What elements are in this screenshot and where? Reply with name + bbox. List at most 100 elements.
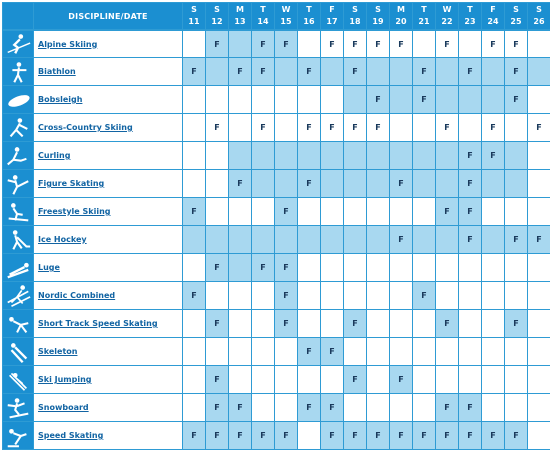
discipline-link[interactable]: Bobsleigh: [38, 95, 83, 104]
day-cell: [298, 86, 321, 114]
day-cell: [459, 310, 482, 338]
day-cell: [206, 282, 229, 310]
day-cell: [206, 338, 229, 366]
day-cell: [298, 198, 321, 226]
discipline-link[interactable]: Curling: [38, 151, 71, 160]
weekday-label: F: [329, 5, 335, 14]
final-marker: F: [183, 58, 206, 86]
final-marker: F: [275, 198, 298, 226]
day-cell: [183, 338, 206, 366]
day-cell: [528, 170, 550, 198]
date-label: 15: [280, 17, 292, 26]
day-cell: [482, 58, 505, 86]
day-cell: [367, 394, 390, 422]
final-marker: F: [229, 58, 252, 86]
day-cell: [482, 170, 505, 198]
discipline-link[interactable]: Skeleton: [38, 347, 78, 356]
date-label: 14: [257, 17, 269, 26]
day-cell: [252, 394, 275, 422]
curling-icon: [2, 142, 34, 170]
discipline-link[interactable]: Short Track Speed Skating: [38, 319, 158, 328]
day-cell: [321, 142, 344, 170]
discipline-name-cell: Snowboard: [34, 394, 183, 422]
date-label: 22: [441, 17, 453, 26]
final-marker: F: [321, 114, 344, 142]
final-marker: F: [505, 422, 528, 450]
weekday-label: F: [490, 5, 496, 14]
day-cell: [229, 366, 252, 394]
day-cell: [413, 170, 436, 198]
olympic-schedule-table: DISCIPLINE/DATE S 11 S 12 M 13 T 14 W 15 T 16 F 17 S 18…: [2, 2, 550, 450]
day-cell: [436, 282, 459, 310]
day-cell: [344, 226, 367, 254]
schedule-header-row: DISCIPLINE/DATE S 11 S 12 M 13 T 14 W 15 T 16 F 17 S 18…: [2, 2, 550, 30]
final-marker: F: [344, 366, 367, 394]
day-cell: [482, 86, 505, 114]
day-cell: [459, 254, 482, 282]
day-cell: [229, 226, 252, 254]
day-cell: [505, 254, 528, 282]
day-header-16: T 16: [298, 2, 321, 30]
day-cell: [459, 114, 482, 142]
final-marker: F: [367, 86, 390, 114]
weekday-label: T: [306, 5, 312, 14]
day-cell: [413, 198, 436, 226]
day-cell: [183, 394, 206, 422]
final-marker: F: [321, 338, 344, 366]
day-cell: [505, 366, 528, 394]
final-marker: F: [321, 394, 344, 422]
day-cell: [459, 30, 482, 58]
weekday-label: S: [513, 5, 519, 14]
discipline-row: Nordic Combined F F F: [2, 282, 550, 310]
day-cell: [413, 366, 436, 394]
weekday-label: S: [214, 5, 220, 14]
discipline-link[interactable]: Cross-Country Skiing: [38, 123, 133, 132]
final-marker: F: [229, 394, 252, 422]
day-cell: [229, 338, 252, 366]
speed-skater-icon: [2, 422, 34, 450]
date-label: 11: [188, 17, 200, 26]
discipline-link[interactable]: Luge: [38, 263, 60, 272]
discipline-link[interactable]: Nordic Combined: [38, 291, 116, 300]
day-cell: [482, 310, 505, 338]
discipline-row: Bobsleigh F F F: [2, 86, 550, 114]
discipline-link[interactable]: Freestyle Skiing: [38, 207, 111, 216]
day-cell: [482, 254, 505, 282]
day-cell: [321, 310, 344, 338]
final-marker: F: [505, 58, 528, 86]
cross-country-skier-icon: [2, 114, 34, 142]
final-marker: F: [482, 30, 505, 58]
discipline-name-cell: Bobsleigh: [34, 86, 183, 114]
final-marker: F: [229, 170, 252, 198]
discipline-name-cell: Luge: [34, 254, 183, 282]
day-cell: [229, 86, 252, 114]
final-marker: F: [482, 142, 505, 170]
day-header-19: S 19: [367, 2, 390, 30]
final-marker: F: [436, 198, 459, 226]
day-cell: [413, 226, 436, 254]
day-cell: [459, 86, 482, 114]
final-marker: F: [367, 422, 390, 450]
discipline-link[interactable]: Figure Skating: [38, 179, 105, 188]
day-cell: [206, 142, 229, 170]
discipline-link[interactable]: Biathlon: [38, 67, 76, 76]
discipline-link[interactable]: Ice Hockey: [38, 235, 87, 244]
day-cell: [413, 254, 436, 282]
day-header-13: M 13: [229, 2, 252, 30]
weekday-label: S: [375, 5, 381, 14]
discipline-link[interactable]: Speed Skating: [38, 431, 104, 440]
discipline-link[interactable]: Snowboard: [38, 403, 89, 412]
final-marker: F: [436, 394, 459, 422]
discipline-link[interactable]: Alpine Skiing: [38, 39, 98, 49]
date-label: 23: [464, 17, 476, 26]
day-header-21: T 21: [413, 2, 436, 30]
discipline-link[interactable]: Ski Jumping: [38, 375, 92, 384]
schedule-body: Alpine Skiing F F F F F F F F F F Biathlon F F F F F F F F B…: [2, 30, 550, 450]
day-cell: [528, 254, 550, 282]
day-cell: [206, 170, 229, 198]
day-cell: [367, 170, 390, 198]
day-cell: [206, 226, 229, 254]
final-marker: F: [344, 30, 367, 58]
day-cell: [183, 254, 206, 282]
final-marker: F: [367, 114, 390, 142]
